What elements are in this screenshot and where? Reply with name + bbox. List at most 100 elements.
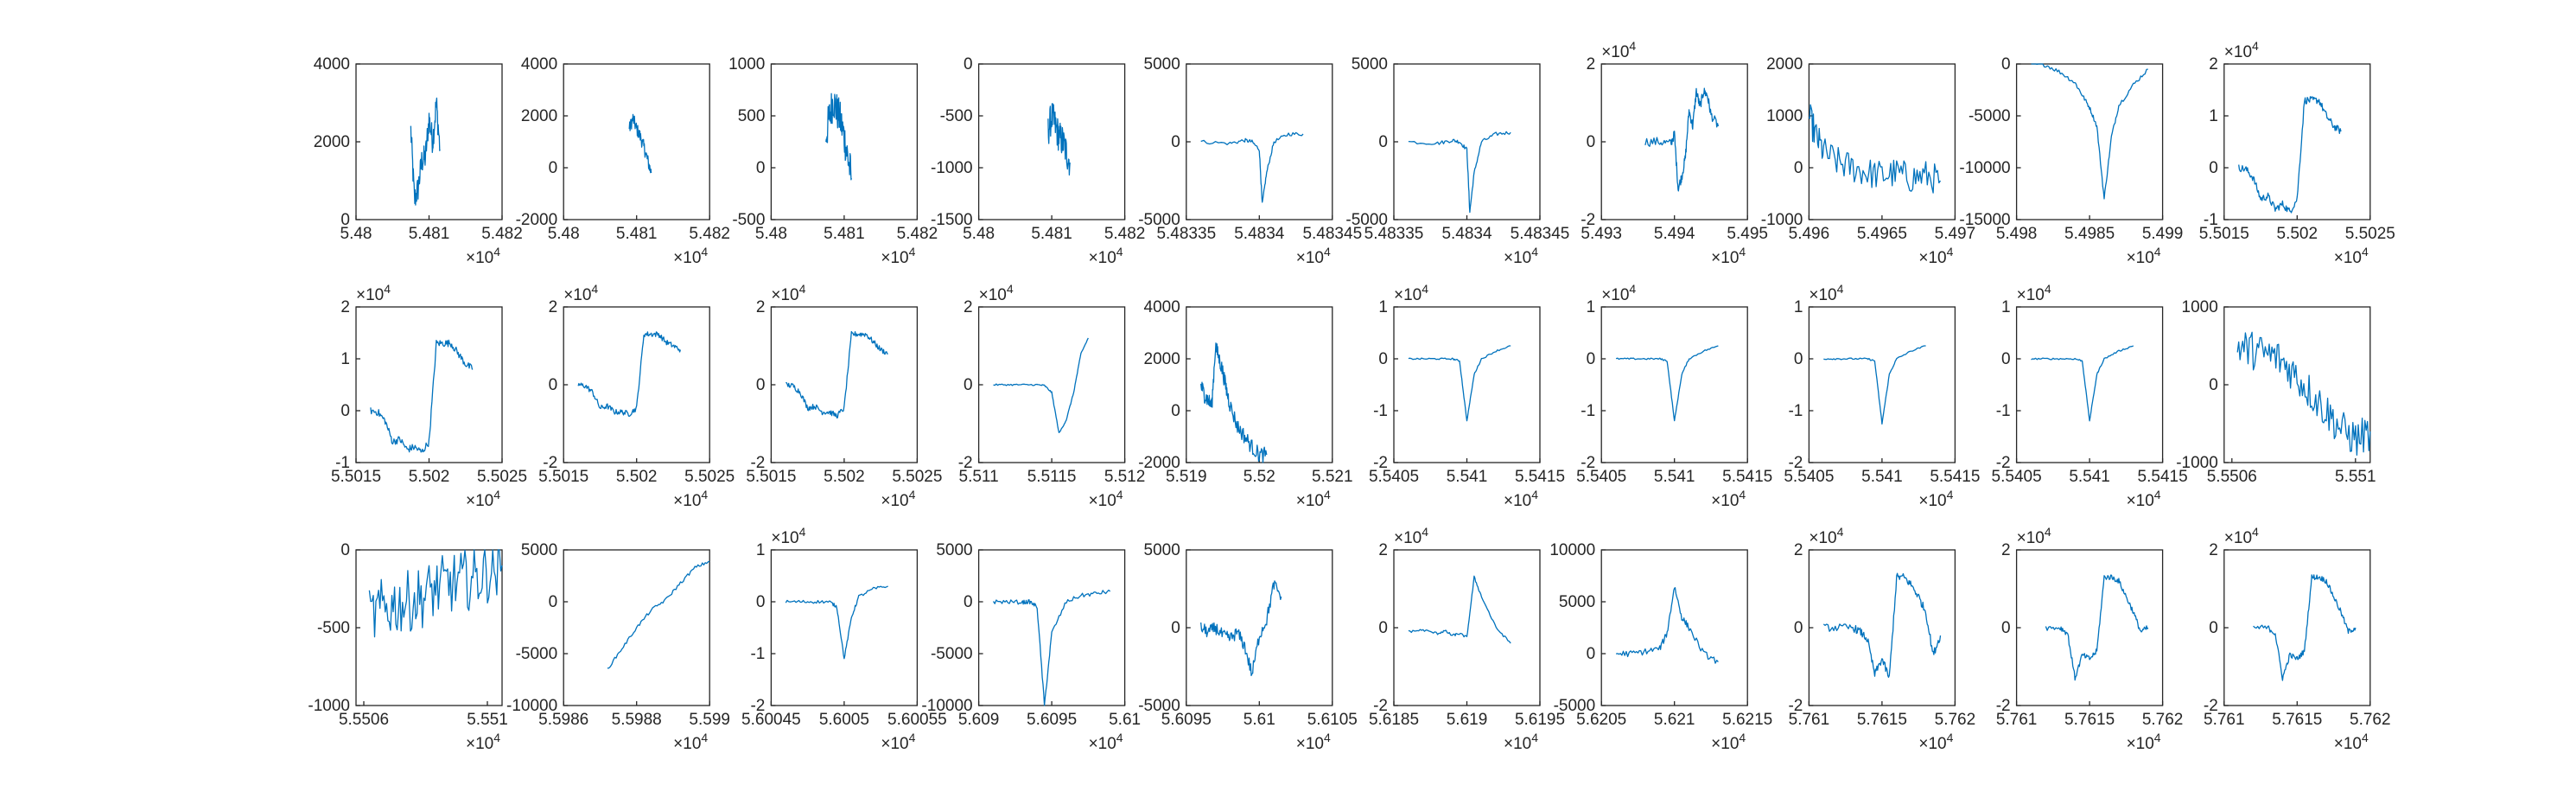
x-exponent-label: ×104 [466,488,500,510]
x-tick-label: 5.5988 [612,711,662,729]
x-tick-label: 5.551 [2335,468,2376,486]
x-tick-label: 5.48335 [1156,225,1216,243]
y-tick-label: 2000 [1144,350,1180,368]
subplot-17: 5.5405 5.541 5.5415 -2 -1 0 1 ×104 ×104 [1576,282,1772,510]
x-tick-label: 5.61 [1243,711,1275,729]
x-tick-label: 5.5405 [1784,468,1834,486]
x-tick-label: 5.541 [1447,468,1488,486]
x-tick-label: 5.621 [1654,711,1695,729]
x-exponent-label: ×104 [1711,245,1746,267]
y-tick-label: 0 [1378,133,1388,151]
subplot-21: 5.5506 5.551 -1000 -500 0 ×104 [308,541,507,753]
x-exponent-label: ×104 [1918,488,1953,510]
y-tick-label: 1 [340,350,350,368]
y-tick-label: 0 [1171,402,1180,420]
y-tick-label: -2 [1996,454,2011,472]
axes-frame [1393,549,1541,706]
x-tick-label: 5.762 [2350,711,2391,729]
y-tick-label: 2 [2209,55,2218,73]
y-tick-label: 2000 [314,133,350,151]
y-tick-label: 0 [1171,133,1180,151]
subplot-28: 5.761 5.7615 5.762 -2 0 2 ×104 ×104 [1788,525,1975,753]
x-exponent-label: ×104 [1711,731,1746,753]
x-tick-label: 5.5506 [339,711,389,729]
y-tick-label: -2 [1581,211,1595,229]
series-line [1200,342,1268,463]
y-tick-label: 1 [756,541,766,559]
x-tick-label: 5.6105 [1307,711,1358,729]
x-tick-label: 5.6195 [1515,711,1565,729]
y-exponent-label: ×104 [1809,525,1843,547]
x-exponent-label: ×104 [673,488,708,510]
subplot-22: 5.5986 5.5988 5.599 -10000 -5000 0 5000 ×104 [506,541,730,753]
subplot-20: 5.5506 5.551 -1000 0 1000 [2176,298,2376,486]
x-tick-label: 5.762 [1935,711,1976,729]
y-tick-label: 2 [340,298,350,316]
subplot-27: 5.6205 5.621 5.6215 -5000 0 5000 10000 ×104 [1549,541,1772,753]
x-tick-label: 5.481 [824,225,865,243]
x-tick-label: 5.496 [1789,225,1830,243]
axes-frame [770,306,919,463]
y-tick-label: -1 [1373,402,1388,420]
x-tick-label: 5.609 [958,711,1000,729]
y-exponent-label: ×104 [1601,282,1636,304]
y-tick-label: 2 [1794,541,1803,559]
y-tick-label: 5000 [1559,593,1595,611]
series-line [1822,572,1942,678]
y-tick-label: 0 [2001,55,2011,73]
series-line [1200,580,1282,677]
y-tick-label: 2 [2001,541,2011,559]
x-tick-label: 5.48335 [1364,225,1424,243]
axes-frame [2223,549,2371,706]
y-tick-label: 5000 [1144,541,1180,559]
x-tick-label: 5.5415 [1930,468,1980,486]
y-exponent-label: ×104 [2017,282,2051,304]
x-tick-label: 5.5415 [1722,468,1772,486]
x-tick-label: 5.6185 [1369,711,1419,729]
x-tick-label: 5.48345 [1511,225,1570,243]
x-tick-label: 5.5986 [538,711,588,729]
x-tick-label: 5.48 [548,225,580,243]
axes-frame [2015,306,2164,463]
x-tick-label: 5.5015 [538,468,588,486]
y-exponent-label: ×104 [563,282,598,304]
series-line [2238,96,2342,214]
y-tick-label: -10000 [921,697,972,715]
axes-frame [563,63,710,220]
x-tick-label: 5.6215 [1722,711,1772,729]
x-exponent-label: ×104 [1089,245,1123,267]
y-tick-label: -1 [1581,402,1595,420]
y-tick-label: -1000 [2176,454,2218,472]
series-line [993,337,1089,434]
series-line [1823,345,1926,425]
y-tick-label: 0 [2209,376,2218,394]
x-tick-label: 5.502 [409,468,450,486]
y-tick-label: 0 [964,55,973,73]
x-tick-label: 5.521 [1312,468,1353,486]
series-line [2031,63,2148,200]
y-tick-label: -2000 [516,211,558,229]
subplot-9: 5.498 5.4985 5.499 -15000 -10000 -5000 0 ×104 [1959,55,2183,267]
x-tick-label: 5.7615 [2064,711,2115,729]
x-exponent-label: ×104 [1089,731,1123,753]
series-line [607,560,710,669]
x-exponent-label: ×104 [2127,488,2161,510]
y-tick-label: 1 [1794,298,1803,316]
y-tick-label: 0 [1378,619,1388,637]
y-tick-label: 2000 [1766,55,1803,73]
y-tick-label: -2 [750,697,765,715]
y-tick-label: 0 [2209,159,2218,177]
x-tick-label: 5.502 [824,468,865,486]
y-tick-label: -2 [1581,454,1595,472]
x-tick-label: 5.4985 [2064,225,2115,243]
y-tick-label: -5000 [1138,697,1180,715]
x-tick-label: 5.761 [2204,711,2245,729]
axes-frame [1186,549,1333,706]
y-tick-label: -2 [1788,454,1803,472]
axes-frame [1600,549,1748,706]
x-tick-label: 5.551 [467,711,508,729]
y-tick-label: -1 [335,454,350,472]
y-tick-label: -2 [2204,697,2218,715]
x-exponent-label: ×104 [1504,731,1538,753]
